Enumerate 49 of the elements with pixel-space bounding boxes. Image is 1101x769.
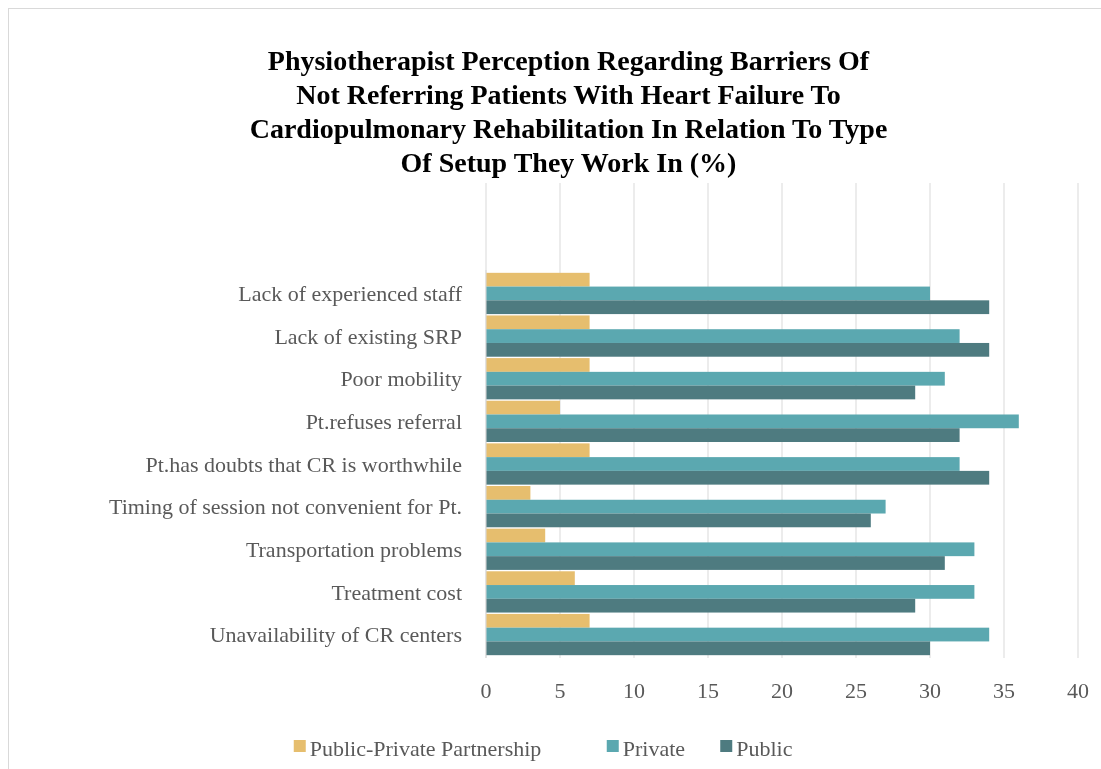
legend-label: Private [622, 735, 686, 761]
legend-label: Public-Private Partnership [309, 735, 542, 761]
bar [486, 457, 960, 471]
x-tick-label: 5 [554, 678, 566, 703]
bar [486, 613, 590, 628]
x-tick-label: 10 [623, 678, 645, 703]
bar [486, 499, 886, 514]
y-tick-label: Transportation problems [245, 536, 462, 562]
y-tick-label: Pt.refuses referral [305, 409, 462, 435]
y-tick-label: Lack of existing SRP [274, 323, 462, 349]
bar [486, 315, 590, 330]
x-tick-label: 30 [919, 678, 941, 703]
y-tick-label: Unavailability of CR centers [209, 622, 462, 648]
x-tick-label: 20 [771, 678, 793, 703]
bar [486, 286, 930, 301]
y-tick-label: Pt.has doubts that CR is worthwhile [145, 451, 462, 477]
chart-title: Physiotherapist Perception Regarding Barriers Of Not Referring Patients With Heart Failure To Cardiopulmonary Rehabilitation In Relation To Type Of Setup They Work In (%) [249, 45, 888, 178]
bar [486, 358, 590, 372]
bar [486, 641, 930, 656]
y-tick-label: Poor mobility [340, 366, 462, 392]
x-tick-label: 35 [993, 678, 1015, 703]
bar [486, 400, 560, 415]
bar [486, 627, 990, 642]
bar [486, 542, 975, 557]
y-tick-label: Treatment cost [331, 579, 462, 605]
bar [486, 414, 1019, 429]
y-tick-label: Timing of session not convenient for Pt. [108, 494, 462, 520]
bar [486, 598, 916, 613]
x-tick-label: 25 [845, 678, 867, 703]
bar [486, 371, 945, 386]
x-tick-label: 0 [480, 678, 492, 703]
bar [486, 470, 990, 485]
bar [486, 385, 916, 400]
bar [486, 556, 945, 570]
bar [486, 528, 546, 543]
x-tick-label: 15 [697, 678, 719, 703]
bar [486, 571, 575, 586]
bar [486, 513, 871, 528]
bar [486, 428, 960, 442]
bar [486, 342, 990, 357]
bar [486, 443, 590, 458]
legend-label: Public [736, 735, 793, 761]
y-tick-label: Lack of experienced staff [238, 281, 463, 307]
bar [486, 272, 590, 287]
bar [486, 486, 531, 500]
bar [486, 585, 975, 599]
bar [486, 329, 960, 343]
bar [486, 300, 990, 315]
x-tick-label: 40 [1067, 678, 1089, 703]
